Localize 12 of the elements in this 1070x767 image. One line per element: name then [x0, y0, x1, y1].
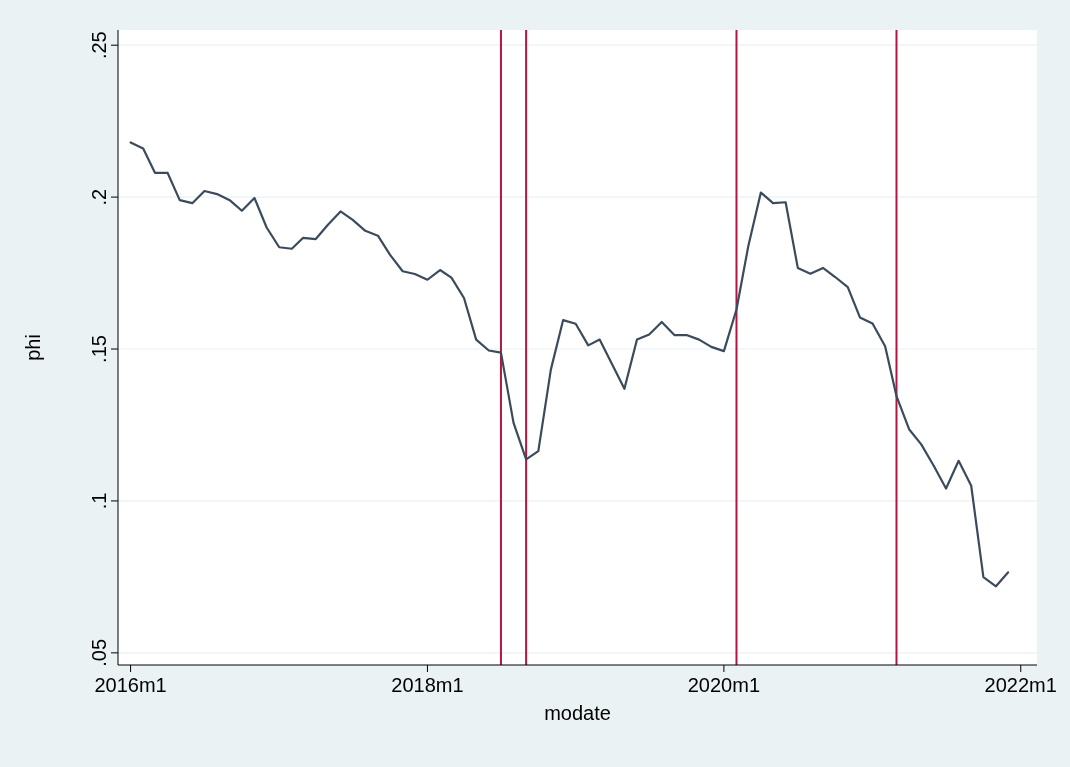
y-axis-title: phi: [22, 334, 44, 361]
y-tick-label: .15: [88, 335, 110, 363]
y-tick-label: .2: [88, 188, 110, 206]
y-tick-label: .05: [88, 638, 110, 667]
x-axis-title: modate: [544, 702, 611, 724]
x-tick-label: 2016m1: [94, 674, 167, 696]
y-tick-label: .1: [88, 492, 110, 510]
x-tick-label: 2022m1: [984, 674, 1057, 696]
y-tick-label: .25: [88, 31, 110, 60]
x-tick-label: 2018m1: [391, 674, 464, 696]
line-series: [129, 141, 1010, 588]
x-tick-label: 2020m1: [687, 674, 761, 696]
